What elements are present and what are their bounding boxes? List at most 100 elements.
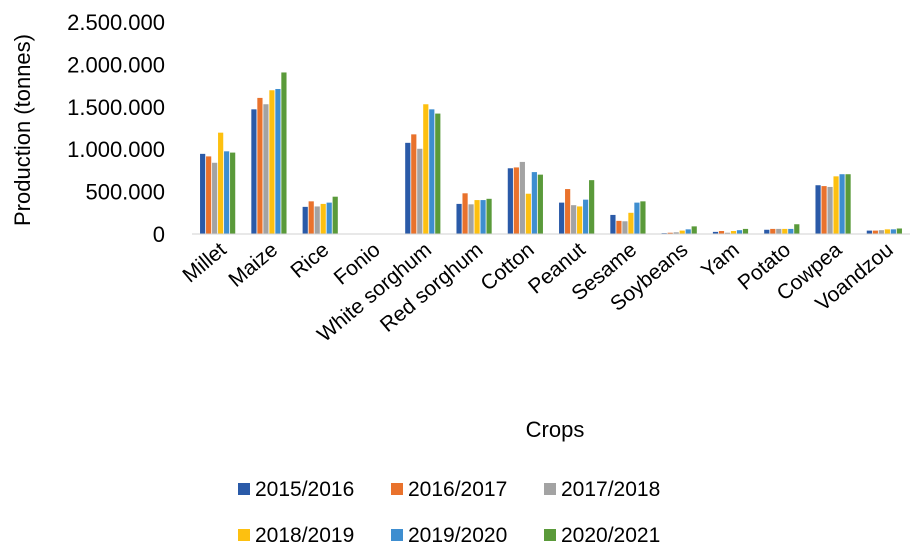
bar bbox=[275, 88, 281, 235]
bar bbox=[884, 229, 890, 234]
bar bbox=[788, 228, 794, 234]
y-tick-label: 2.500.000 bbox=[67, 10, 165, 35]
bar bbox=[480, 200, 486, 234]
legend-label: 2015/2016 bbox=[255, 478, 354, 501]
bar bbox=[712, 231, 719, 234]
bar bbox=[212, 162, 218, 234]
legend-label: 2017/2018 bbox=[561, 478, 660, 501]
legend-swatch bbox=[544, 483, 556, 495]
y-tick-label: 0 bbox=[153, 222, 165, 247]
bar bbox=[679, 230, 685, 234]
bar bbox=[839, 174, 845, 234]
legend-label: 2018/2019 bbox=[255, 524, 354, 547]
bar bbox=[269, 90, 275, 234]
bar bbox=[314, 206, 320, 234]
bar bbox=[486, 198, 492, 234]
bar bbox=[890, 229, 896, 234]
bar bbox=[736, 230, 743, 234]
bar bbox=[730, 231, 737, 234]
bar bbox=[815, 185, 821, 234]
bar bbox=[583, 199, 589, 234]
legend-swatch bbox=[238, 529, 250, 541]
bar bbox=[764, 229, 770, 234]
bar bbox=[281, 72, 287, 235]
bar bbox=[302, 206, 308, 234]
bar bbox=[724, 232, 731, 234]
bar bbox=[513, 167, 519, 234]
legend: 2015/2016 2016/2017 2017/2018 2018/2019 2019… bbox=[238, 478, 660, 547]
bar bbox=[206, 156, 212, 234]
bar bbox=[821, 186, 827, 234]
bar bbox=[577, 206, 583, 234]
bar bbox=[640, 201, 646, 234]
bar bbox=[878, 230, 884, 234]
bar bbox=[776, 228, 782, 234]
bar bbox=[794, 224, 800, 234]
bar bbox=[866, 230, 872, 234]
bar bbox=[537, 174, 543, 234]
legend-swatch bbox=[238, 483, 250, 495]
bar bbox=[224, 151, 230, 234]
legend-swatch bbox=[391, 529, 403, 541]
bar bbox=[332, 196, 338, 234]
bar bbox=[742, 228, 749, 234]
y-tick-label: 1.500.000 bbox=[67, 95, 165, 120]
bar bbox=[417, 148, 423, 234]
bar bbox=[845, 174, 851, 234]
bar bbox=[411, 134, 417, 234]
bar bbox=[833, 176, 839, 234]
bar bbox=[565, 189, 571, 234]
bar bbox=[571, 205, 577, 234]
bar bbox=[251, 109, 257, 234]
bar bbox=[429, 109, 435, 234]
bar bbox=[308, 201, 314, 234]
bar bbox=[616, 220, 622, 234]
bar bbox=[320, 203, 326, 234]
bar bbox=[405, 142, 411, 234]
bar bbox=[770, 228, 776, 234]
bar bbox=[474, 200, 480, 234]
bar bbox=[559, 202, 565, 234]
bar bbox=[691, 226, 697, 234]
bar bbox=[531, 172, 537, 234]
bar bbox=[468, 204, 474, 234]
bar bbox=[230, 152, 236, 234]
bar bbox=[423, 104, 429, 234]
bar bbox=[628, 212, 634, 234]
bar bbox=[685, 229, 691, 234]
legend-swatch bbox=[391, 483, 403, 495]
bar bbox=[782, 228, 788, 234]
bar bbox=[519, 161, 525, 234]
bar bbox=[462, 193, 468, 234]
legend-swatch bbox=[544, 529, 556, 541]
bar bbox=[263, 104, 269, 234]
legend-label: 2020/2021 bbox=[561, 524, 660, 547]
bar bbox=[507, 168, 513, 234]
y-tick-label: 2.000.000 bbox=[67, 52, 165, 77]
bar bbox=[827, 186, 833, 234]
y-axis-ticks: 0 500.000 1.000.000 1.500.000 2.000.000 2.500… bbox=[67, 10, 165, 247]
bars bbox=[200, 72, 902, 235]
bar bbox=[634, 202, 640, 234]
x-tick-label: Millet bbox=[178, 238, 230, 287]
bar bbox=[525, 193, 531, 234]
bar bbox=[589, 180, 595, 234]
bar bbox=[610, 214, 616, 234]
bar bbox=[622, 221, 628, 234]
bar bbox=[872, 230, 878, 234]
x-tick-label: Maize bbox=[224, 238, 282, 292]
bar bbox=[218, 132, 224, 234]
legend-label: 2016/2017 bbox=[408, 478, 507, 501]
bar bbox=[896, 228, 902, 234]
x-axis-label: Crops bbox=[526, 417, 585, 442]
y-tick-label: 1.000.000 bbox=[67, 137, 165, 162]
bar bbox=[718, 231, 725, 234]
bar bbox=[326, 202, 332, 234]
bar bbox=[200, 153, 206, 234]
y-axis-label: Production (tonnes) bbox=[10, 34, 35, 226]
bar bbox=[667, 232, 673, 234]
x-tick-label: Rice bbox=[286, 238, 333, 283]
bar bbox=[257, 97, 263, 235]
